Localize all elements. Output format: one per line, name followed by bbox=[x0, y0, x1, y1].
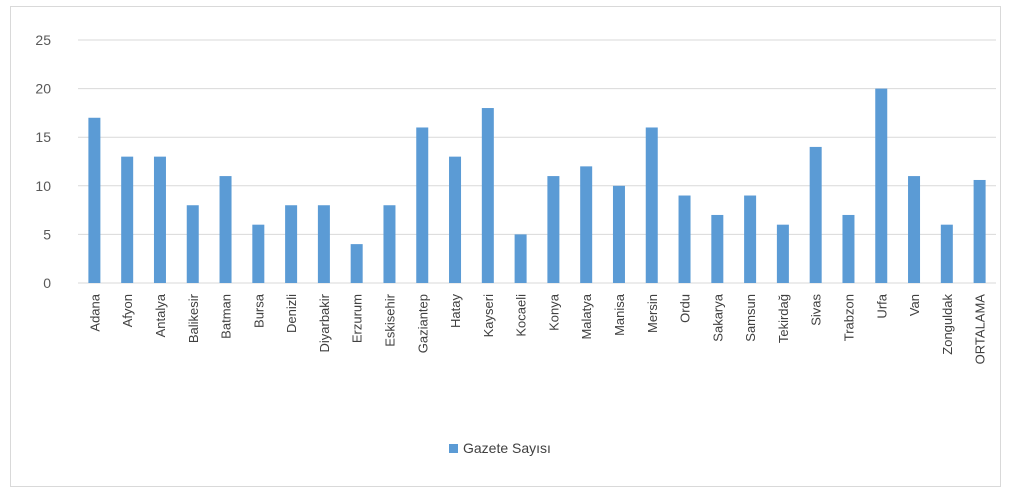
x-tick-label: Eskisehir bbox=[382, 293, 397, 346]
x-tick-label: Van bbox=[907, 294, 922, 316]
bar-chart: 0 5 10 15 20 25 Adana Afyon Antalya Balikesir Bat… bbox=[35, 32, 996, 456]
bar-gaziantep bbox=[416, 127, 429, 283]
bar-batman bbox=[219, 176, 232, 283]
x-tick-label: Denizli bbox=[284, 294, 299, 333]
bar-kayseri bbox=[481, 108, 494, 283]
x-tick-label: Kayseri bbox=[481, 294, 496, 337]
x-tick-label: Antalya bbox=[153, 293, 168, 337]
y-tick-label: 10 bbox=[35, 178, 51, 194]
x-tick-label: Mersin bbox=[645, 294, 660, 333]
x-tick-label: Hatay bbox=[448, 294, 463, 328]
bar-kocaeli bbox=[514, 234, 527, 283]
bar-antalya bbox=[153, 156, 166, 283]
bar-sakarya bbox=[711, 214, 724, 283]
bar-samsun bbox=[744, 195, 757, 283]
legend-label: Gazete Sayısı bbox=[463, 440, 551, 456]
x-tick-label: Tekirdağ bbox=[776, 294, 791, 343]
gridlines bbox=[78, 39, 996, 284]
bar-eskisehir bbox=[383, 205, 396, 283]
bar-ordu bbox=[678, 195, 691, 283]
bar-van bbox=[908, 176, 921, 283]
x-tick-label: Adana bbox=[87, 293, 102, 331]
y-tick-label: 25 bbox=[35, 32, 51, 48]
x-tick-label: Erzurum bbox=[350, 294, 365, 343]
bar-zonguldak bbox=[940, 224, 953, 283]
bar-ortalama bbox=[973, 179, 986, 283]
bar-tekirdağ bbox=[776, 224, 789, 283]
bar-mersin bbox=[645, 127, 658, 283]
x-tick-label: Manisa bbox=[612, 293, 627, 336]
bar-manisa bbox=[612, 185, 625, 283]
y-tick-label: 0 bbox=[43, 275, 51, 291]
legend-swatch bbox=[449, 444, 458, 453]
x-tick-label: Kocaeli bbox=[514, 294, 529, 337]
bar-bursa bbox=[252, 224, 265, 283]
x-tick-label: Balikesir bbox=[186, 293, 201, 343]
bar-denizli bbox=[285, 205, 298, 283]
x-tick-label: Zonguldak bbox=[940, 294, 955, 355]
bar-urfa bbox=[875, 88, 888, 283]
x-tick-label: Sivas bbox=[809, 294, 824, 326]
y-tick-label: 15 bbox=[35, 129, 51, 145]
y-axis-ticks: 0 5 10 15 20 25 bbox=[35, 32, 51, 291]
x-tick-label: Samsun bbox=[743, 294, 758, 342]
y-tick-label: 5 bbox=[43, 226, 51, 242]
x-tick-label: Ordu bbox=[678, 294, 693, 323]
bar-diyarbakir bbox=[317, 205, 330, 283]
x-tick-label: Batman bbox=[219, 294, 234, 339]
bar-erzurum bbox=[350, 244, 363, 283]
x-tick-label: Gaziantep bbox=[415, 294, 430, 353]
bar-malatya bbox=[580, 166, 593, 283]
x-tick-label: Bursa bbox=[251, 293, 266, 328]
bar-hatay bbox=[449, 156, 462, 283]
x-tick-label: Urfa bbox=[874, 293, 889, 318]
x-tick-label: Trabzon bbox=[841, 294, 856, 341]
x-tick-label: Sakarya bbox=[710, 293, 725, 341]
bar-trabzon bbox=[842, 214, 855, 283]
bar-konya bbox=[547, 176, 560, 283]
x-tick-label: ORTALAMA bbox=[973, 294, 988, 365]
bar-sivas bbox=[809, 146, 822, 283]
chart-frame: 0 5 10 15 20 25 Adana Afyon Antalya Balikesir Bat… bbox=[10, 6, 1001, 487]
x-tick-label: Afyon bbox=[120, 294, 135, 327]
x-tick-label: Konya bbox=[546, 293, 561, 331]
bar-adana bbox=[88, 117, 101, 283]
y-tick-label: 20 bbox=[35, 81, 51, 97]
x-tick-label: Malatya bbox=[579, 293, 594, 339]
bar-balikesir bbox=[186, 205, 199, 283]
bar-afyon bbox=[121, 156, 134, 283]
x-tick-label: Diyarbakir bbox=[317, 293, 332, 352]
legend: Gazete Sayısı bbox=[449, 440, 551, 456]
x-axis-labels: Adana Afyon Antalya Balikesir Batman Bursa Den… bbox=[87, 293, 987, 364]
bars bbox=[88, 88, 986, 283]
